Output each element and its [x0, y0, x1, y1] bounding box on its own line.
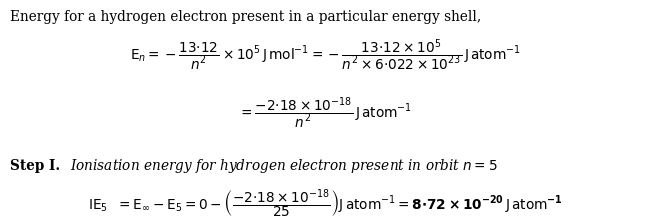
Text: $\mathrm{E}_{n} = -\dfrac{13{\cdot}12}{n^2} \times 10^5\,\mathrm{J\,mol}^{-1} = : $\mathrm{E}_{n} = -\dfrac{13{\cdot}12}{n…	[130, 37, 521, 73]
Text: Energy for a hydrogen electron present in a particular energy shell,: Energy for a hydrogen electron present i…	[10, 10, 481, 24]
Text: $= \dfrac{-2{\cdot}18 \times 10^{-18}}{n^2}\,\mathrm{J\,atom}^{-1}$: $= \dfrac{-2{\cdot}18 \times 10^{-18}}{n…	[238, 95, 411, 131]
Text: Ionisation energy for hydrogen electron present in orbit $n = 5$: Ionisation energy for hydrogen electron …	[70, 157, 498, 175]
Text: Step I.: Step I.	[10, 159, 60, 173]
Text: $\mathrm{IE}_5\ \ =\mathrm{E}_{\infty}-\mathrm{E}_5=0-\left(\dfrac{-2{\cdot}18\t: $\mathrm{IE}_5\ \ =\mathrm{E}_{\infty}-\…	[88, 187, 563, 220]
